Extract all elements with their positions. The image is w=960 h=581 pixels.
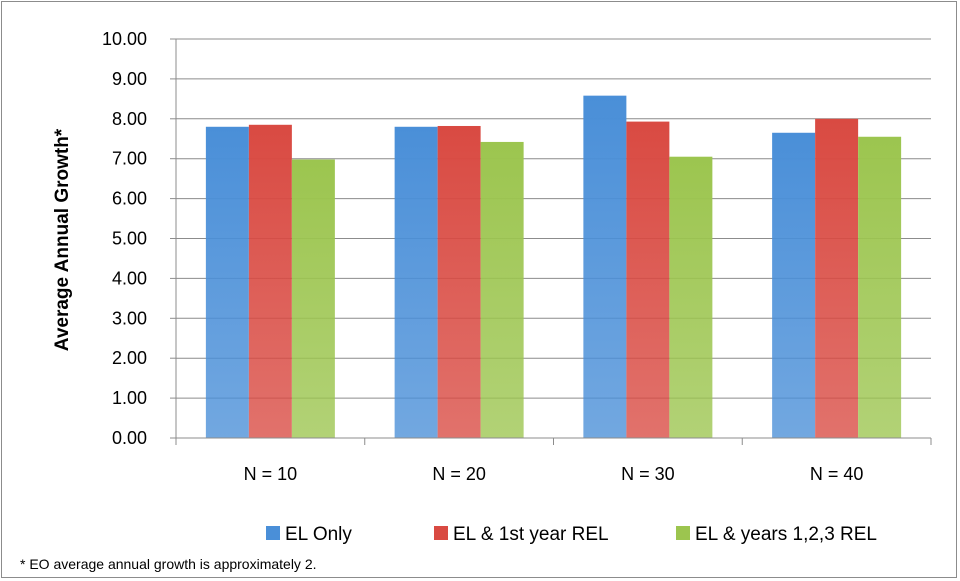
bar [815,118,859,439]
bar [291,159,335,439]
legend-swatch [434,526,448,540]
y-tick-label: 2.00 [112,348,147,368]
y-tick-label: 9.00 [112,69,147,89]
bar [480,141,524,438]
y-tick-label: 3.00 [112,308,147,328]
legend-entry: EL & 1st year REL [453,524,609,545]
legend-entry: EL & years 1,2,3 REL [695,524,877,545]
bar [437,125,481,439]
bar [394,126,438,438]
bar [772,132,816,438]
bar [669,156,713,438]
x-tick-label: N = 30 [621,464,675,484]
y-tick-label: 8.00 [112,109,147,129]
y-axis-label: Average Annual Growth* [52,128,73,351]
bar [626,121,670,438]
legend-swatch [266,526,280,540]
x-tick-labels: N = 10 N = 20 N = 30 N = 40 [244,464,864,484]
y-tick-label: 6.00 [112,189,147,209]
bar [858,136,902,438]
bar [205,126,249,438]
x-tick-label: N = 20 [432,464,486,484]
y-tick-labels: 0.00 1.00 2.00 3.00 4.00 5.00 6.00 7.00 8.00 9.00… [102,29,147,448]
legend-entry: EL Only [285,524,352,545]
bars [205,95,902,439]
footnote: * EO average annual growth is approximat… [20,556,317,572]
bar [583,95,627,439]
y-tick-label: 7.00 [112,149,147,169]
y-tick-label: 5.00 [112,229,147,249]
x-tick-label: N = 10 [244,464,298,484]
x-tick-label: N = 40 [810,464,864,484]
legend-swatch [676,526,690,540]
y-tick-label: 1.00 [112,388,147,408]
axes [170,38,932,445]
y-tick-label: 10.00 [102,29,147,49]
legend: EL Only EL & 1st year REL EL & years 1,2,3… [266,524,877,545]
y-tick-label: 4.00 [112,268,147,288]
y-tick-label: 0.00 [112,428,147,448]
bar [248,124,292,438]
